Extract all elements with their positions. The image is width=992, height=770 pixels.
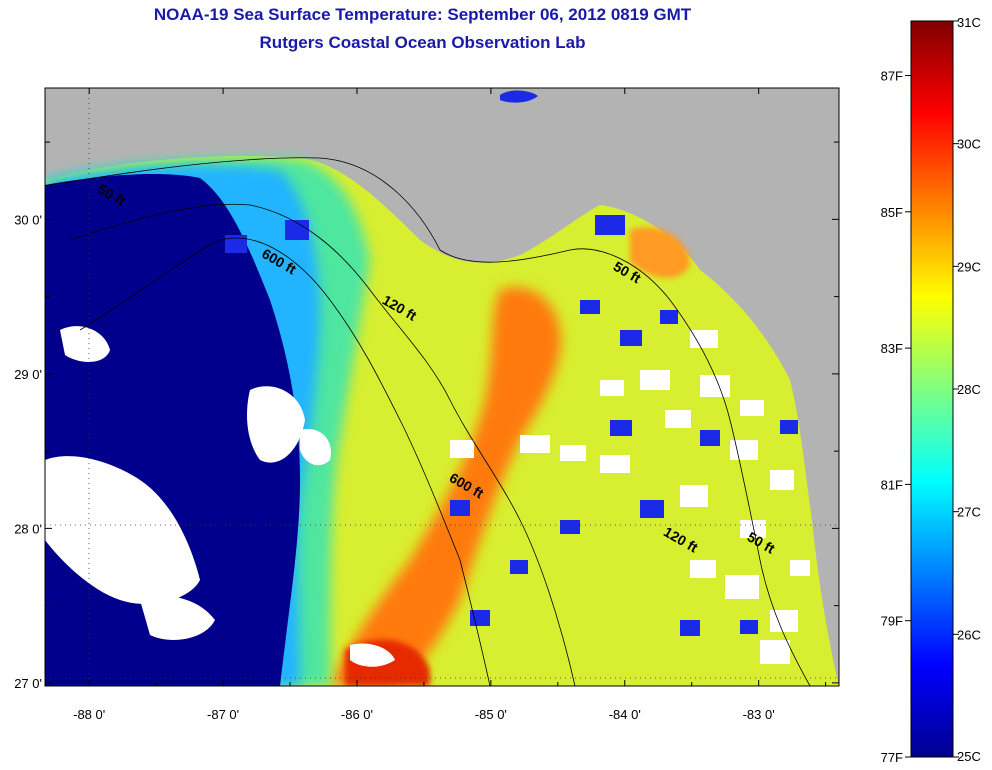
colorbar-c-label: 30C bbox=[957, 137, 981, 152]
colorbar-c-label: 26C bbox=[957, 627, 981, 642]
cloud-edge-patches bbox=[225, 215, 798, 636]
x-tick-label: -85 0' bbox=[475, 707, 507, 722]
map-subtitle: Rutgers Coastal Ocean Observation Lab bbox=[259, 33, 586, 52]
colorbar-c-label: 29C bbox=[957, 259, 981, 274]
x-axis: -88 0' -87 0' -86 0' -85 0' -84 0' -83 0' bbox=[73, 88, 827, 722]
depth-contours bbox=[45, 157, 811, 686]
colorbar-fahrenheit-labels: 87F 85F 83F 81F 79F 77F bbox=[881, 69, 911, 765]
colorbar-f-label: 85F bbox=[881, 205, 903, 220]
y-tick-label: 28 0' bbox=[14, 521, 42, 536]
y-tick-label: 29 0' bbox=[14, 367, 42, 382]
x-tick-label: -84 0' bbox=[609, 707, 641, 722]
colorbar-gradient bbox=[910, 20, 954, 758]
colorbar-c-label: 28C bbox=[957, 382, 981, 397]
colorbar-f-label: 81F bbox=[881, 477, 903, 492]
colorbar-c-label: 27C bbox=[957, 505, 981, 520]
colorbar-c-label: 31C bbox=[957, 15, 981, 30]
colorbar: 31C 30C 29C 28C 27C 26C 25C 87F 85F 83F 81F 79F 77F bbox=[881, 15, 981, 765]
orange-patch-east bbox=[630, 227, 690, 278]
colorbar-c-label: 25C bbox=[957, 749, 981, 764]
y-tick-label: 30 0' bbox=[14, 212, 42, 227]
warm-water-band bbox=[330, 287, 561, 686]
map-frame bbox=[44, 87, 840, 687]
colorbar-celsius-labels: 31C 30C 29C 28C 27C 26C 25C bbox=[953, 15, 981, 764]
y-axis: 30 0' 29 0' 28 0' 27 0' bbox=[14, 141, 839, 691]
x-tick-label: -83 0' bbox=[743, 707, 775, 722]
inland-water bbox=[500, 90, 538, 103]
no-data-patches bbox=[45, 326, 810, 667]
map-title: NOAA-19 Sea Surface Temperature: Septemb… bbox=[153, 5, 692, 24]
x-tick-label: -88 0' bbox=[73, 707, 105, 722]
x-tick-label: -86 0' bbox=[341, 707, 373, 722]
x-tick-label: -87 0' bbox=[207, 707, 239, 722]
y-tick-label: 27 0' bbox=[14, 676, 42, 691]
colorbar-f-label: 87F bbox=[881, 69, 903, 84]
colorbar-f-label: 83F bbox=[881, 341, 903, 356]
colorbar-f-label: 79F bbox=[881, 614, 903, 629]
colorbar-f-label: 77F bbox=[881, 750, 903, 765]
